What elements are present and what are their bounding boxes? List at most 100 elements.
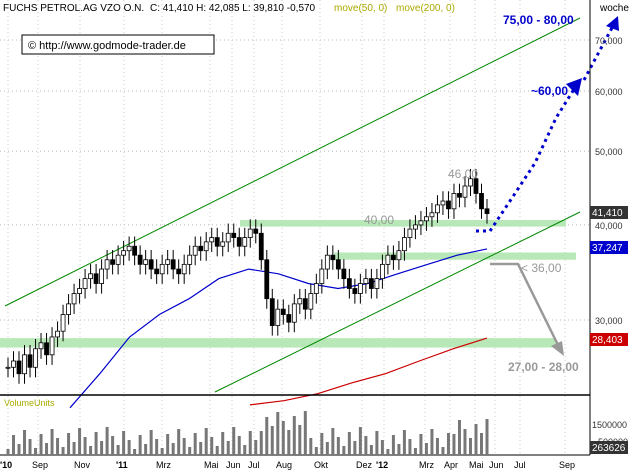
volume-bar — [353, 441, 357, 455]
volume-value-text: 263626 — [592, 443, 626, 454]
candle — [335, 249, 341, 280]
volume-bar — [292, 416, 296, 455]
volume-bar — [375, 431, 379, 455]
candle — [33, 338, 38, 378]
volume-bar — [116, 445, 120, 455]
y-axis-labels: 30,000 40,000 50,000 60,000 70,000 — [595, 36, 623, 326]
candle — [66, 294, 71, 325]
volume-bar — [226, 441, 230, 455]
candle — [286, 304, 292, 333]
volume-bar — [149, 430, 153, 455]
forecast-arrows — [476, 16, 619, 356]
x-tick-label: Aug — [276, 460, 292, 470]
volume-bar — [468, 438, 472, 455]
candle — [468, 168, 473, 197]
candle — [440, 191, 446, 215]
volume-bar — [155, 439, 159, 455]
candle — [71, 283, 77, 314]
x-tick-label: Nov — [74, 460, 91, 470]
volume-bar — [39, 434, 43, 455]
candle — [269, 288, 275, 336]
candle — [407, 219, 413, 248]
volume-bar — [331, 428, 335, 455]
candle — [308, 283, 314, 320]
x-tick-label: Dez — [356, 460, 373, 470]
candle — [121, 240, 127, 266]
y-tick-label: 60,000 — [595, 87, 623, 97]
volume-bar — [133, 449, 137, 455]
volume-bar — [28, 439, 32, 455]
volume-units-label: VolumeUnits — [4, 398, 55, 408]
candle — [187, 245, 193, 275]
zone-0 — [240, 220, 566, 227]
candle — [313, 273, 319, 304]
volume-bar — [303, 411, 307, 455]
copyright-box — [21, 34, 215, 55]
candle — [379, 254, 385, 289]
volume-bar — [72, 442, 76, 455]
volume-bar — [204, 428, 208, 455]
volume-bar — [364, 436, 368, 455]
candle — [473, 168, 479, 204]
x-tick-label: Mrz — [156, 460, 171, 470]
candle — [302, 288, 308, 320]
volume-bar — [325, 442, 329, 455]
volume-bar — [270, 426, 274, 455]
volume-bar — [248, 431, 252, 455]
candle — [170, 249, 176, 280]
x-tick-label: '10 — [0, 460, 12, 470]
volume-bar — [259, 431, 263, 455]
volume-bar — [83, 437, 87, 455]
volume-bar — [452, 434, 456, 455]
volume-bar — [138, 435, 142, 455]
volume-bar — [144, 444, 148, 455]
candle — [457, 183, 462, 208]
period-label: woche — [599, 3, 629, 14]
candle — [148, 249, 154, 280]
volume-bar — [61, 447, 65, 455]
candle — [88, 264, 93, 289]
y-tick-label: 30,000 — [595, 316, 623, 326]
volume-bar — [419, 434, 423, 455]
candle — [341, 259, 347, 289]
candle — [424, 207, 429, 231]
volume-bar — [237, 436, 241, 455]
volume-bar — [67, 433, 71, 455]
volume-bar — [479, 433, 483, 455]
x-tick-label: Mai — [204, 460, 219, 470]
candle — [126, 236, 132, 261]
ma200-price-tag: 28,403 — [590, 333, 628, 346]
volume-bar — [254, 440, 258, 455]
candle — [429, 202, 435, 227]
volume-bar — [232, 427, 236, 455]
volume-bar — [12, 435, 16, 455]
candle — [462, 176, 468, 208]
y-tick-label: 40,000 — [595, 221, 623, 231]
candle — [198, 236, 204, 261]
volume-bar — [336, 437, 340, 455]
candle — [203, 232, 209, 261]
candle — [247, 219, 253, 248]
last-price-tag: 41,410 — [590, 206, 628, 219]
last-price-text: 41,410 — [592, 208, 623, 219]
volume-bar — [474, 424, 478, 455]
y-tick-label: 50,000 — [595, 147, 623, 157]
x-tick-label: Apr — [444, 460, 458, 470]
volume-bar — [221, 432, 225, 455]
candle — [159, 254, 165, 284]
candle — [27, 345, 33, 378]
volume-bar — [441, 447, 445, 455]
target-low-label: 27,00 - 28,00 — [508, 360, 579, 374]
candle — [22, 345, 27, 384]
volume-bar — [89, 446, 93, 455]
zone-2 — [0, 338, 556, 348]
candle — [418, 211, 424, 235]
volume-bar — [463, 429, 467, 455]
candle — [324, 245, 330, 280]
volume-bar — [413, 448, 417, 455]
candle — [374, 268, 380, 299]
candle — [280, 299, 286, 325]
candle — [413, 215, 418, 240]
